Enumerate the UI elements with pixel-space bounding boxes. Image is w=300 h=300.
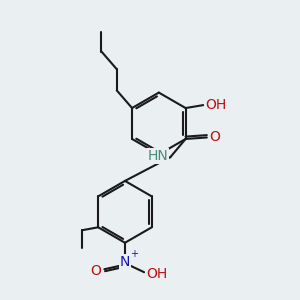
- Text: OH: OH: [146, 267, 167, 281]
- Text: O: O: [210, 130, 220, 145]
- Text: O: O: [91, 264, 102, 278]
- Text: HN: HN: [148, 149, 168, 163]
- Text: N: N: [120, 255, 130, 269]
- Text: +: +: [130, 249, 138, 259]
- Text: OH: OH: [205, 98, 226, 112]
